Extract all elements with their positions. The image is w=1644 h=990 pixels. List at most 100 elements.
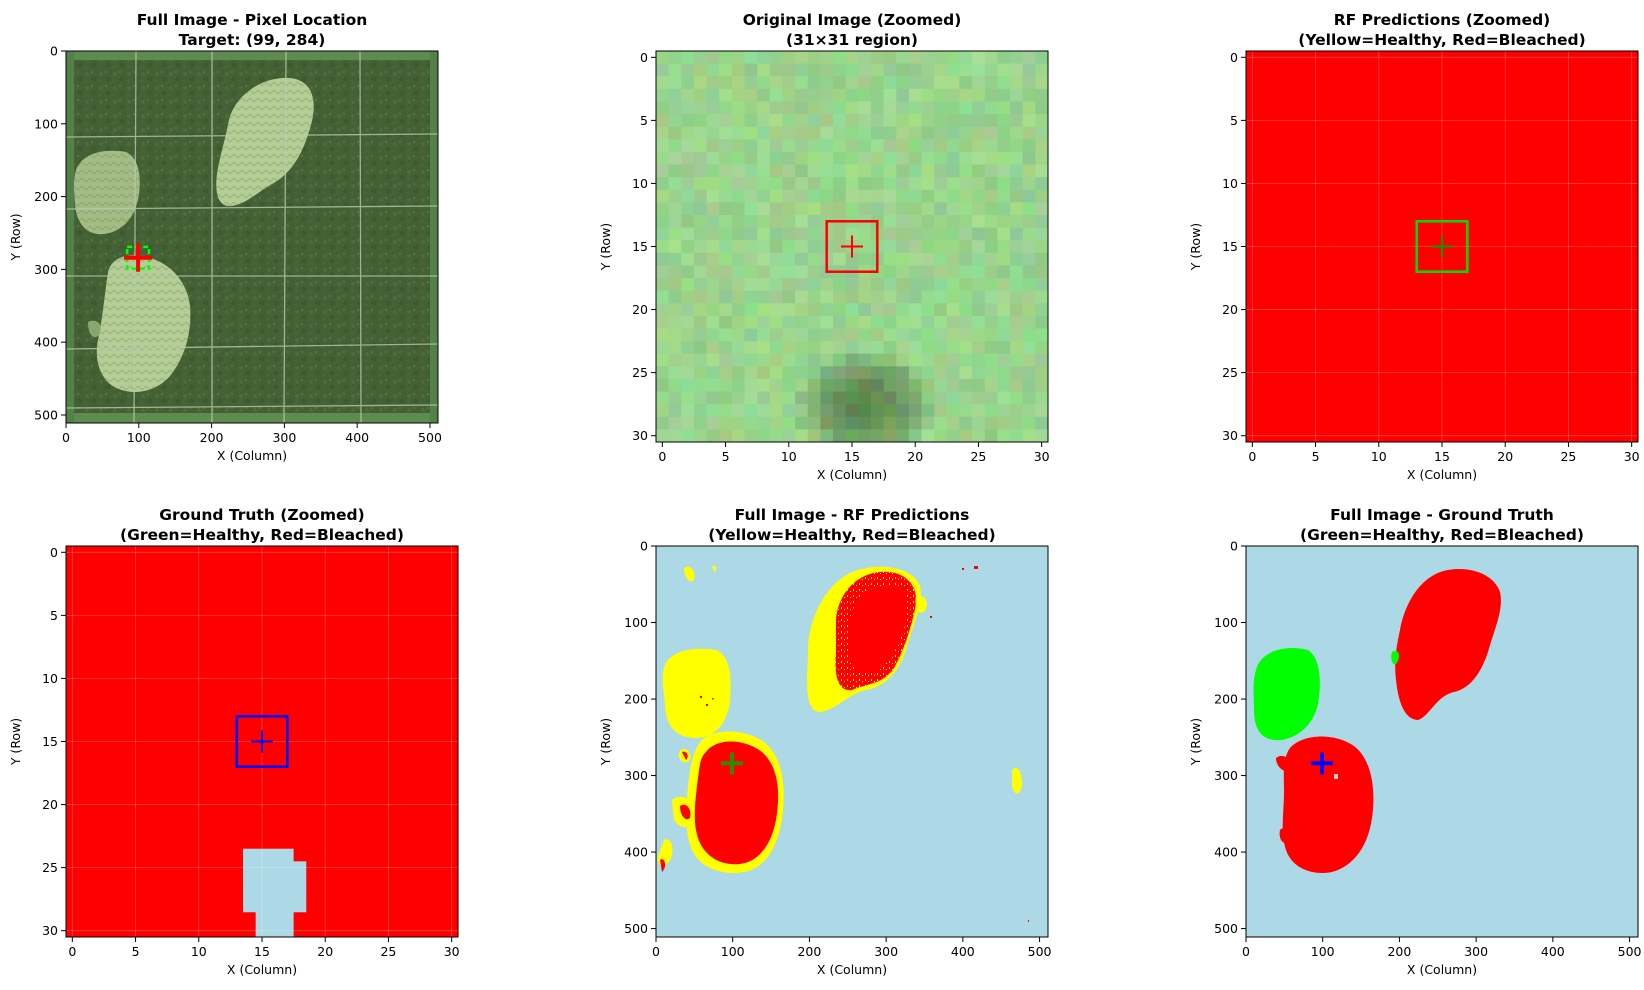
zoom-pixel (934, 88, 948, 103)
zoom-pixel (870, 189, 885, 203)
zoom-pixel (656, 139, 670, 153)
zoom-pixel (870, 151, 885, 166)
zoom-pixel (984, 416, 999, 430)
zoom-pixel (946, 240, 961, 254)
zoom-pixel (972, 214, 986, 229)
y-tick-label: 15 (42, 734, 58, 749)
zoom-pixel (782, 378, 796, 393)
zoom-pixel (984, 227, 999, 241)
zoom-pixel (807, 315, 821, 330)
zoom-pixel (870, 366, 885, 380)
zoom-pixel (1035, 177, 1048, 191)
zoom-pixel (681, 290, 695, 304)
zoom-pixel (845, 303, 859, 317)
zoom-pixel (744, 126, 758, 140)
background-cell-row (243, 848, 294, 862)
zoom-pixel (959, 214, 973, 229)
zoom-pixel (845, 51, 859, 65)
zoom-pixel (984, 429, 999, 442)
zoom-pixel (693, 315, 708, 330)
zoom-pixel (744, 429, 758, 442)
zoom-pixel (934, 114, 948, 128)
zoom-pixel (972, 416, 986, 430)
zoom-pixel (744, 214, 758, 229)
zoom-pixel (820, 63, 834, 77)
zoom-pixel (934, 404, 948, 418)
zoom-pixel (908, 101, 923, 115)
zoom-pixel (972, 63, 986, 77)
zoom-pixel (744, 76, 758, 90)
zoom-pixel (693, 328, 708, 342)
zoom-pixel (908, 391, 923, 405)
zoom-pixel (693, 76, 708, 90)
panel-title-line: RF Predictions (Zoomed) (1334, 11, 1551, 29)
x-tick-label: 10 (191, 944, 207, 959)
zoom-pixel (820, 391, 834, 405)
zoom-pixel (870, 404, 885, 418)
zoom-pixel (883, 151, 897, 166)
zoom-pixel (719, 378, 733, 393)
zoom-pixel (769, 76, 784, 90)
zoom-pixel (997, 227, 1011, 241)
zoom-pixel (668, 290, 682, 304)
zoom-pixel (934, 202, 948, 216)
zoom-pixel (693, 51, 708, 65)
zoom-pixel (757, 51, 771, 65)
background-cell-row (243, 899, 307, 913)
y-axis-label: Y (Row) (8, 718, 23, 766)
zoom-pixel (1010, 252, 1024, 267)
zoom-pixel (757, 139, 771, 153)
zoom-pixel (870, 429, 885, 442)
zoom-pixel (946, 63, 961, 77)
zoom-pixel (833, 114, 847, 128)
zoom-pixel (656, 290, 670, 304)
zoom-pixel (997, 391, 1011, 405)
x-tick-label: 0 (1242, 944, 1250, 959)
zoom-pixel (693, 341, 708, 355)
panel-title-line: (Yellow=Healthy, Red=Bleached) (708, 526, 995, 544)
zoom-pixel (984, 404, 999, 418)
zoom-pixel (972, 290, 986, 304)
zoom-pixel (1022, 341, 1036, 355)
zoom-pixel (972, 227, 986, 241)
zoom-pixel (706, 315, 720, 330)
zoom-pixel (959, 139, 973, 153)
zoom-pixel (719, 164, 733, 178)
zoom-pixel (668, 88, 682, 103)
zoom-pixel (908, 353, 923, 367)
zoom-pixel (997, 189, 1011, 203)
zoom-pixel (984, 214, 999, 229)
y-tick-label: 10 (632, 176, 648, 191)
zoom-pixel (757, 353, 771, 367)
zoom-pixel (883, 114, 897, 128)
zoom-pixel (845, 353, 859, 367)
zoom-pixel (1022, 227, 1036, 241)
zoom-pixel (656, 416, 670, 430)
zoom-pixel (870, 51, 885, 65)
zoom-pixel (833, 227, 847, 241)
y-tick-label: 200 (1214, 692, 1238, 707)
zoom-pixel (921, 252, 935, 267)
zoom-pixel (858, 378, 872, 393)
zoom-pixel (731, 227, 746, 241)
zoom-pixel (959, 341, 973, 355)
zoom-pixel (1022, 265, 1036, 279)
axes-frame (1245, 545, 1639, 938)
zoom-pixel (984, 315, 999, 330)
zoom-pixel (807, 126, 821, 140)
zoom-pixel (681, 328, 695, 342)
zoom-pixel (946, 353, 961, 367)
zoom-pixel (934, 177, 948, 191)
zoom-pixel (997, 366, 1011, 380)
zoom-pixel (731, 391, 746, 405)
zoom-pixel (757, 114, 771, 128)
zoom-pixel (757, 290, 771, 304)
zoom-pixel (972, 114, 986, 128)
zoom-pixel (744, 88, 758, 103)
zoom-pixel (934, 391, 948, 405)
zoom-pixel (896, 315, 910, 330)
zoom-pixel (921, 177, 935, 191)
zoom-pixel (693, 227, 708, 241)
zoom-pixel (769, 227, 784, 241)
zoom-pixel (706, 151, 720, 166)
